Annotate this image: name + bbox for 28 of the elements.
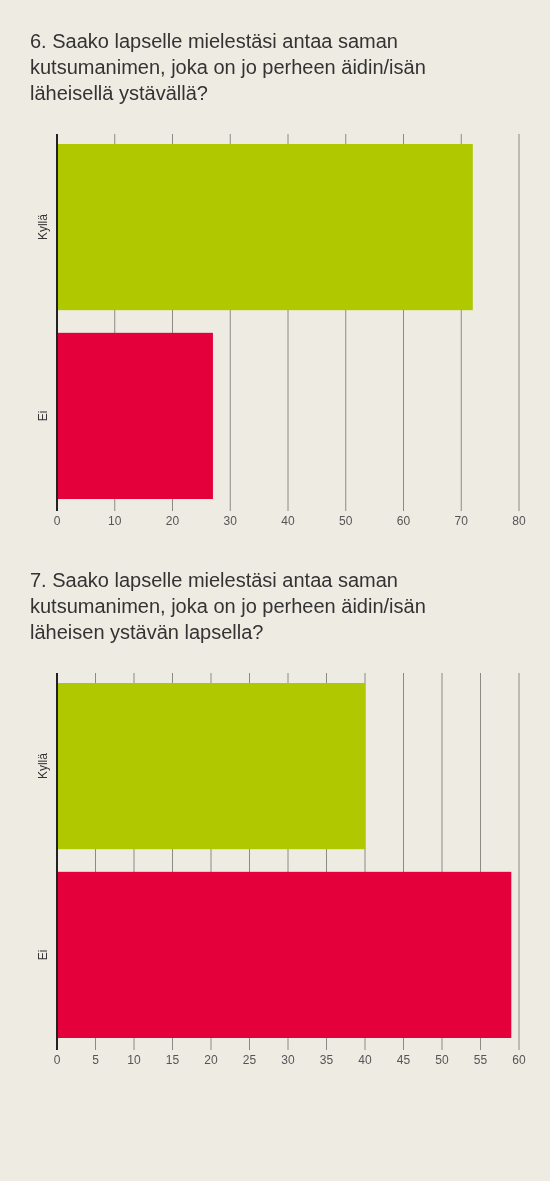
x-tick-label: 70	[454, 514, 469, 528]
x-tick-label: 20	[204, 1053, 218, 1067]
x-tick-label: 35	[319, 1053, 334, 1067]
y-tick-label: Ei	[36, 410, 50, 422]
x-tick-label: 55	[473, 1053, 488, 1067]
x-tick-label: 50	[339, 514, 353, 528]
x-tick-label: 60	[512, 1053, 526, 1067]
x-tick-label: 80	[512, 514, 526, 528]
chart-title: 6. Saako lapselle mielestäsi antaa saman kutsumanimen, joka on jo perheen äidin/isän läheisellä ystävällä?	[30, 30, 426, 104]
x-tick-label: 0	[53, 514, 61, 528]
x-tick-label: 30	[281, 1053, 295, 1067]
x-tick-label: 60	[396, 514, 411, 528]
x-tick-label: 10	[127, 1053, 141, 1067]
x-tick-label: 10	[108, 514, 122, 528]
x-tick-label: 15	[165, 1053, 180, 1067]
chart-title: 7. Saako lapselle mielestäsi antaa saman kutsumanimen, joka on jo perheen äidin/isän läheisen ystävän lapsella?	[30, 569, 426, 643]
y-tick-label: Kyllä	[36, 752, 50, 780]
x-tick-label: 0	[53, 1053, 61, 1067]
x-tick-label: 50	[435, 1053, 449, 1067]
y-tick-label: Ei	[36, 949, 50, 961]
x-tick-label: 5	[92, 1053, 100, 1067]
x-tick-label: 40	[281, 514, 295, 528]
x-tick-label: 30	[223, 514, 238, 528]
x-tick-label: 25	[242, 1053, 257, 1067]
x-tick-label: 45	[396, 1053, 411, 1067]
x-tick-label: 20	[165, 514, 180, 528]
x-tick-label: 40	[358, 1053, 372, 1067]
y-tick-label: Kyllä	[36, 213, 50, 241]
